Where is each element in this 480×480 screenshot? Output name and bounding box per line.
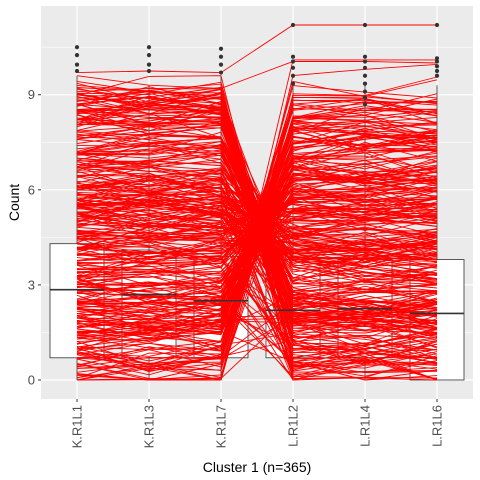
series-line [76, 233, 438, 265]
outlier-point [362, 65, 368, 70]
y-axis-title: Count [6, 184, 22, 221]
medians [50, 288, 464, 315]
outlier-point [218, 70, 224, 75]
outlier-point [434, 68, 440, 74]
outlier-point [218, 62, 224, 67]
series-line [76, 59, 437, 381]
outlier-point [218, 54, 224, 59]
outlier-point [362, 89, 368, 94]
series-line [76, 301, 438, 344]
x-tick-label: K.R1L7 [214, 405, 229, 448]
y-tick-label: 6 [28, 182, 35, 197]
series-line [76, 105, 438, 351]
outlier-point [362, 73, 368, 78]
series-line [76, 270, 438, 368]
series-line [77, 232, 438, 373]
series-line [76, 217, 438, 363]
outlier-point [290, 59, 296, 64]
outlier-point [146, 62, 152, 67]
series-line [76, 311, 438, 368]
outliers [74, 22, 440, 107]
outlier-point [362, 95, 368, 101]
y-axis: 0 3 6 9 [28, 87, 41, 387]
x-tick-label: K.R1L1 [70, 405, 85, 448]
series-line [76, 179, 438, 331]
x-tick-label: L.R1L6 [430, 405, 445, 447]
outlier-point [362, 102, 368, 107]
series-line [76, 198, 438, 286]
x-axis-title: Cluster 1 (n=365) [203, 459, 312, 475]
outlier-point [290, 81, 296, 86]
x-tick-label: L.R1L2 [286, 405, 301, 447]
series-line [76, 165, 438, 315]
outlier-point [434, 64, 440, 69]
x-axis: K.R1L1 K.R1L3 K.R1L7 L.R1L2 L.R1L4 L.R1L6 [70, 399, 445, 448]
series-line [76, 139, 437, 296]
series-line [76, 124, 438, 277]
series-line [76, 173, 438, 292]
series-line [76, 121, 438, 343]
series-line [76, 222, 438, 335]
y-tick-label: 3 [28, 277, 35, 292]
outlier-point [434, 56, 440, 61]
series-line [76, 308, 438, 357]
series-line [76, 126, 438, 312]
outlier-point [362, 22, 368, 28]
series-line [76, 61, 438, 89]
outlier-point [218, 46, 224, 51]
series-line [76, 24, 437, 74]
outlier-point [146, 53, 152, 58]
series-line [76, 279, 438, 324]
outlier-point [290, 54, 296, 59]
outlier-point [290, 65, 296, 70]
outlier-point [74, 62, 80, 67]
outlier-point [146, 45, 152, 50]
series-line [76, 163, 438, 378]
outlier-point [74, 45, 80, 50]
outlier-point [290, 73, 296, 78]
outlier-point [434, 73, 440, 78]
outlier-point [362, 81, 368, 86]
series-line [76, 235, 438, 250]
series-line [76, 314, 438, 370]
parallel-lines [76, 24, 438, 381]
outlier-point [434, 22, 440, 28]
x-tick-label: K.R1L3 [142, 405, 157, 448]
series-line [76, 104, 438, 314]
series-line [76, 93, 438, 381]
outlier-point [290, 22, 296, 28]
series-line [76, 108, 438, 331]
outlier-point [362, 54, 368, 59]
series-line [76, 121, 438, 340]
outlier-point [362, 59, 368, 64]
x-tick-label: L.R1L4 [358, 405, 373, 447]
series-line [76, 201, 438, 288]
outlier-point [146, 68, 152, 74]
outlier-point [74, 53, 80, 58]
series-line [76, 184, 438, 318]
series-line [76, 256, 438, 351]
series-line [76, 239, 438, 349]
series-line [76, 329, 438, 381]
outlier-point [74, 68, 80, 74]
series-line [76, 137, 438, 303]
series-line [76, 150, 438, 318]
series-line [76, 186, 438, 291]
series-line [76, 201, 438, 300]
y-tick-label: 9 [28, 87, 35, 102]
y-tick-label: 0 [28, 372, 35, 387]
series-line [76, 161, 438, 316]
outlier-point [434, 59, 440, 64]
